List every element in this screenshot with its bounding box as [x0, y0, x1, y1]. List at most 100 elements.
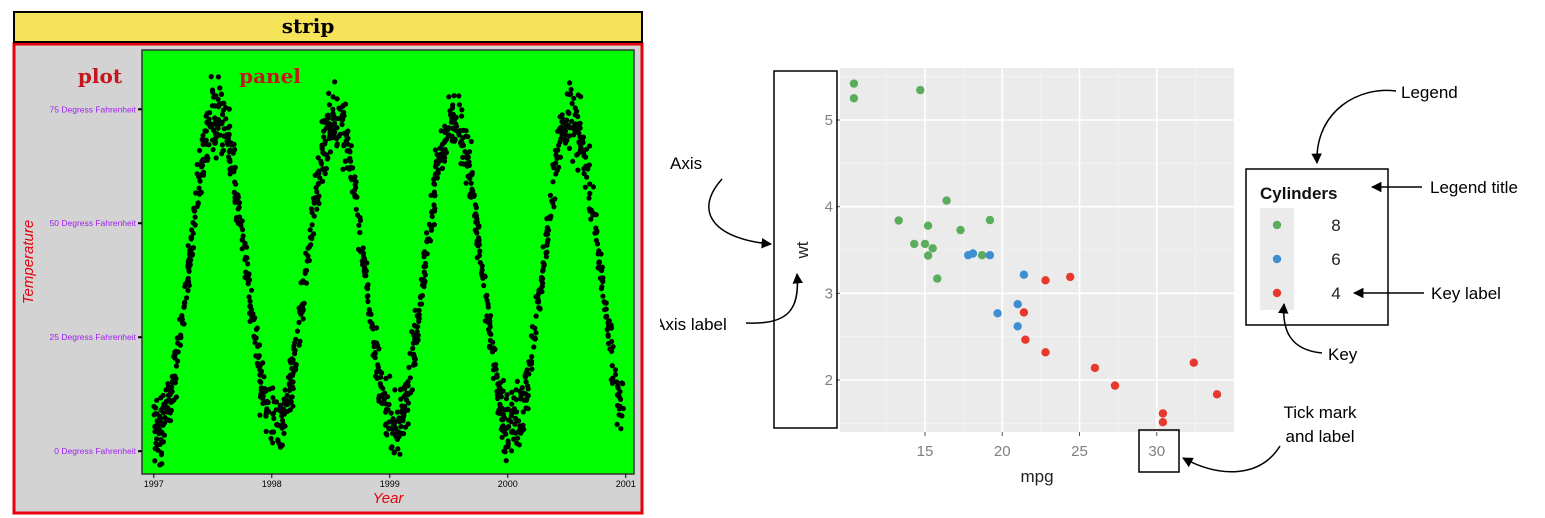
temperature-point	[154, 436, 160, 442]
temperature-point	[226, 131, 232, 137]
temperature-point	[373, 373, 379, 379]
temperature-point	[609, 363, 615, 369]
temperature-point	[311, 200, 317, 206]
temperature-point	[321, 134, 327, 140]
temperature-point	[226, 106, 232, 112]
temperature-point	[523, 379, 529, 385]
temperature-point	[442, 139, 448, 145]
temperature-point	[497, 403, 503, 409]
temperature-point	[503, 396, 509, 402]
temperature-point	[510, 428, 516, 434]
arrow-axis	[708, 178, 773, 249]
temperature-point	[160, 410, 166, 416]
temperature-point	[620, 405, 626, 412]
temperature-point	[186, 257, 192, 263]
temperature-point	[417, 301, 423, 307]
temperature-point	[300, 316, 306, 322]
temperature-point	[422, 260, 428, 267]
temperature-point	[199, 164, 205, 170]
temperature-point	[598, 286, 605, 292]
temperature-point	[571, 132, 577, 138]
temperature-point	[617, 396, 624, 402]
temperature-point	[509, 401, 515, 407]
temperature-point	[417, 294, 424, 301]
mtcars-point-cyl-4	[1189, 358, 1198, 367]
temperature-point	[288, 379, 294, 385]
temperature-point	[448, 112, 454, 118]
temperature-point	[232, 147, 238, 153]
temperature-point	[485, 304, 491, 310]
temperature-point	[400, 413, 406, 419]
temperature-point	[529, 366, 535, 372]
temperature-point	[391, 450, 397, 456]
temperature-point	[177, 342, 183, 348]
temperature-point	[289, 384, 296, 390]
temperature-point	[431, 222, 437, 228]
temperature-point	[564, 137, 570, 143]
temperature-point	[405, 400, 411, 406]
mtcars-point-cyl-8	[956, 225, 965, 235]
temperature-point	[412, 323, 418, 329]
temperature-point	[349, 177, 355, 183]
temperature-point	[547, 192, 554, 198]
temperature-point	[459, 107, 465, 113]
temperature-point	[390, 430, 396, 436]
mtcars-point-cyl-8	[942, 196, 951, 205]
left-y-tick-label: 0 Degress Fahrenheit	[54, 446, 136, 456]
gg-x-tick-label: 30	[1148, 443, 1165, 460]
temperature-point	[274, 422, 280, 428]
temperature-point	[511, 436, 517, 442]
temperature-point	[218, 120, 224, 126]
temperature-point	[246, 294, 252, 300]
temperature-point	[207, 124, 213, 130]
temperature-point	[194, 171, 200, 177]
temperature-point	[196, 185, 202, 191]
temperature-point	[494, 374, 500, 380]
temperature-point	[309, 235, 315, 242]
temperature-point	[484, 297, 490, 303]
temperature-point	[299, 303, 305, 309]
temperature-point	[606, 319, 612, 325]
annotation-axis: Axis	[670, 154, 702, 173]
temperature-point	[172, 355, 178, 361]
temperature-point	[502, 449, 508, 455]
temperature-point	[165, 381, 171, 387]
temperature-point	[402, 424, 409, 430]
temperature-point	[593, 237, 600, 244]
temperature-point	[258, 379, 264, 385]
temperature-point	[460, 127, 467, 133]
temperature-point	[270, 440, 276, 446]
temperature-point	[368, 311, 374, 317]
temperature-point	[279, 413, 285, 419]
arrow-legend	[1311, 89, 1397, 165]
temperature-point	[453, 114, 459, 120]
temperature-point	[406, 364, 412, 370]
temperature-point	[399, 403, 405, 409]
temperature-point	[158, 450, 165, 456]
temperature-point	[298, 310, 304, 316]
temperature-point	[477, 248, 483, 254]
temperature-point	[334, 96, 340, 102]
temperature-point	[316, 200, 322, 207]
temperature-point	[270, 395, 276, 401]
temperature-point	[377, 369, 383, 375]
temperature-point	[460, 161, 467, 167]
temperature-point	[246, 277, 253, 283]
temperature-point	[586, 195, 592, 201]
temperature-point	[159, 429, 165, 435]
temperature-point	[323, 166, 329, 172]
gg-x-tick-label: 15	[917, 443, 934, 460]
temperature-point	[472, 227, 478, 233]
temperature-point	[326, 102, 333, 108]
temperature-point	[330, 94, 336, 100]
temperature-point	[181, 321, 187, 327]
temperature-point	[337, 131, 343, 137]
temperature-point	[487, 324, 493, 330]
temperature-point	[398, 430, 404, 436]
temperature-point	[525, 383, 531, 389]
temperature-point	[311, 213, 317, 219]
temperature-point	[596, 260, 602, 266]
left-y-tick-label: 75 Degress Fahrenheit	[50, 104, 137, 114]
mtcars-point-cyl-6	[993, 309, 1002, 318]
temperature-point	[553, 160, 559, 166]
